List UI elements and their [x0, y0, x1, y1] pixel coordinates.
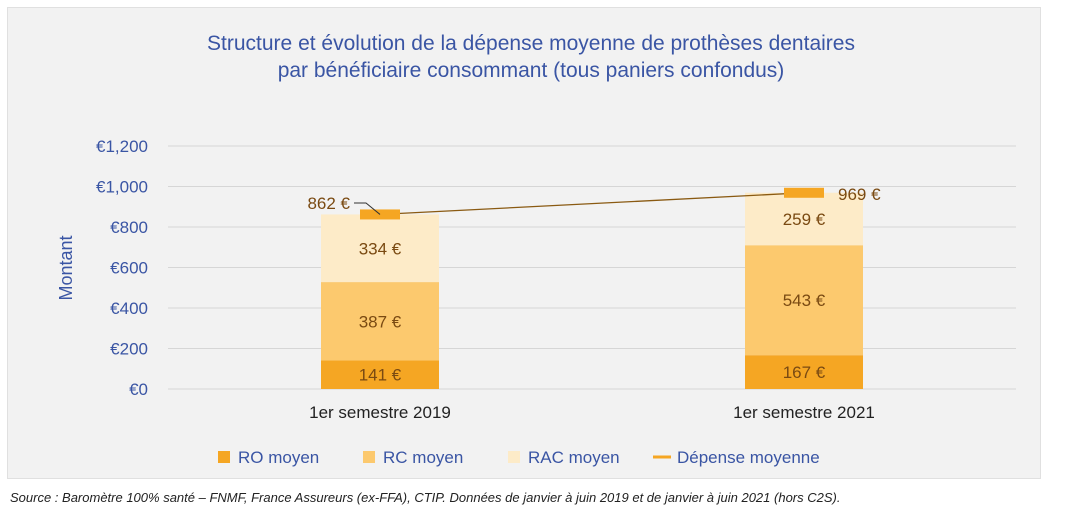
leader-line: [354, 202, 381, 215]
legend-entry: RC moyen: [383, 448, 463, 467]
bar-value-label: 543 €: [783, 291, 826, 310]
y-tick-label: €600: [110, 259, 148, 278]
legend-swatch: [218, 451, 230, 463]
chart-title-line: par bénéficiaire consommant (tous panier…: [278, 59, 785, 82]
y-tick-label: €1,200: [96, 137, 148, 156]
line-marker: [784, 187, 824, 198]
bar-segment: [321, 282, 439, 361]
legend-entry: RAC moyen: [528, 448, 620, 467]
bar-segment: [745, 245, 863, 356]
total-value-label: 969 €: [838, 185, 881, 204]
bar-segment: [321, 360, 439, 389]
bar-value-label: 167 €: [783, 363, 826, 382]
legend-entry: RO moyen: [238, 448, 319, 467]
bar-segment: [745, 355, 863, 389]
bar-segment: [745, 192, 863, 246]
chart-title-line: Structure et évolution de la dépense moy…: [207, 32, 855, 55]
bar-value-label: 334 €: [359, 239, 402, 258]
bar-value-label: 259 €: [783, 210, 826, 229]
legend-swatch: [363, 451, 375, 463]
y-tick-label: €200: [110, 340, 148, 359]
y-axis-label: Montant: [56, 235, 76, 300]
chart-area: [7, 7, 1041, 479]
legend-entry: Dépense moyenne: [677, 448, 820, 467]
legend-swatch: [508, 451, 520, 463]
line-series: [379, 192, 805, 216]
y-tick-label: €400: [110, 299, 148, 318]
x-tick-label: 1er semestre 2021: [733, 403, 875, 422]
x-tick-label: 1er semestre 2019: [309, 403, 451, 422]
source-note: Source : Baromètre 100% santé – FNMF, Fr…: [10, 490, 841, 505]
y-tick-label: €1,000: [96, 178, 148, 197]
total-value-label: 862 €: [307, 194, 350, 213]
y-tick-label: €0: [129, 380, 148, 399]
bar-value-label: 141 €: [359, 366, 402, 385]
bar-segment: [321, 214, 439, 283]
bar-value-label: 387 €: [359, 312, 402, 331]
y-tick-label: €800: [110, 218, 148, 237]
